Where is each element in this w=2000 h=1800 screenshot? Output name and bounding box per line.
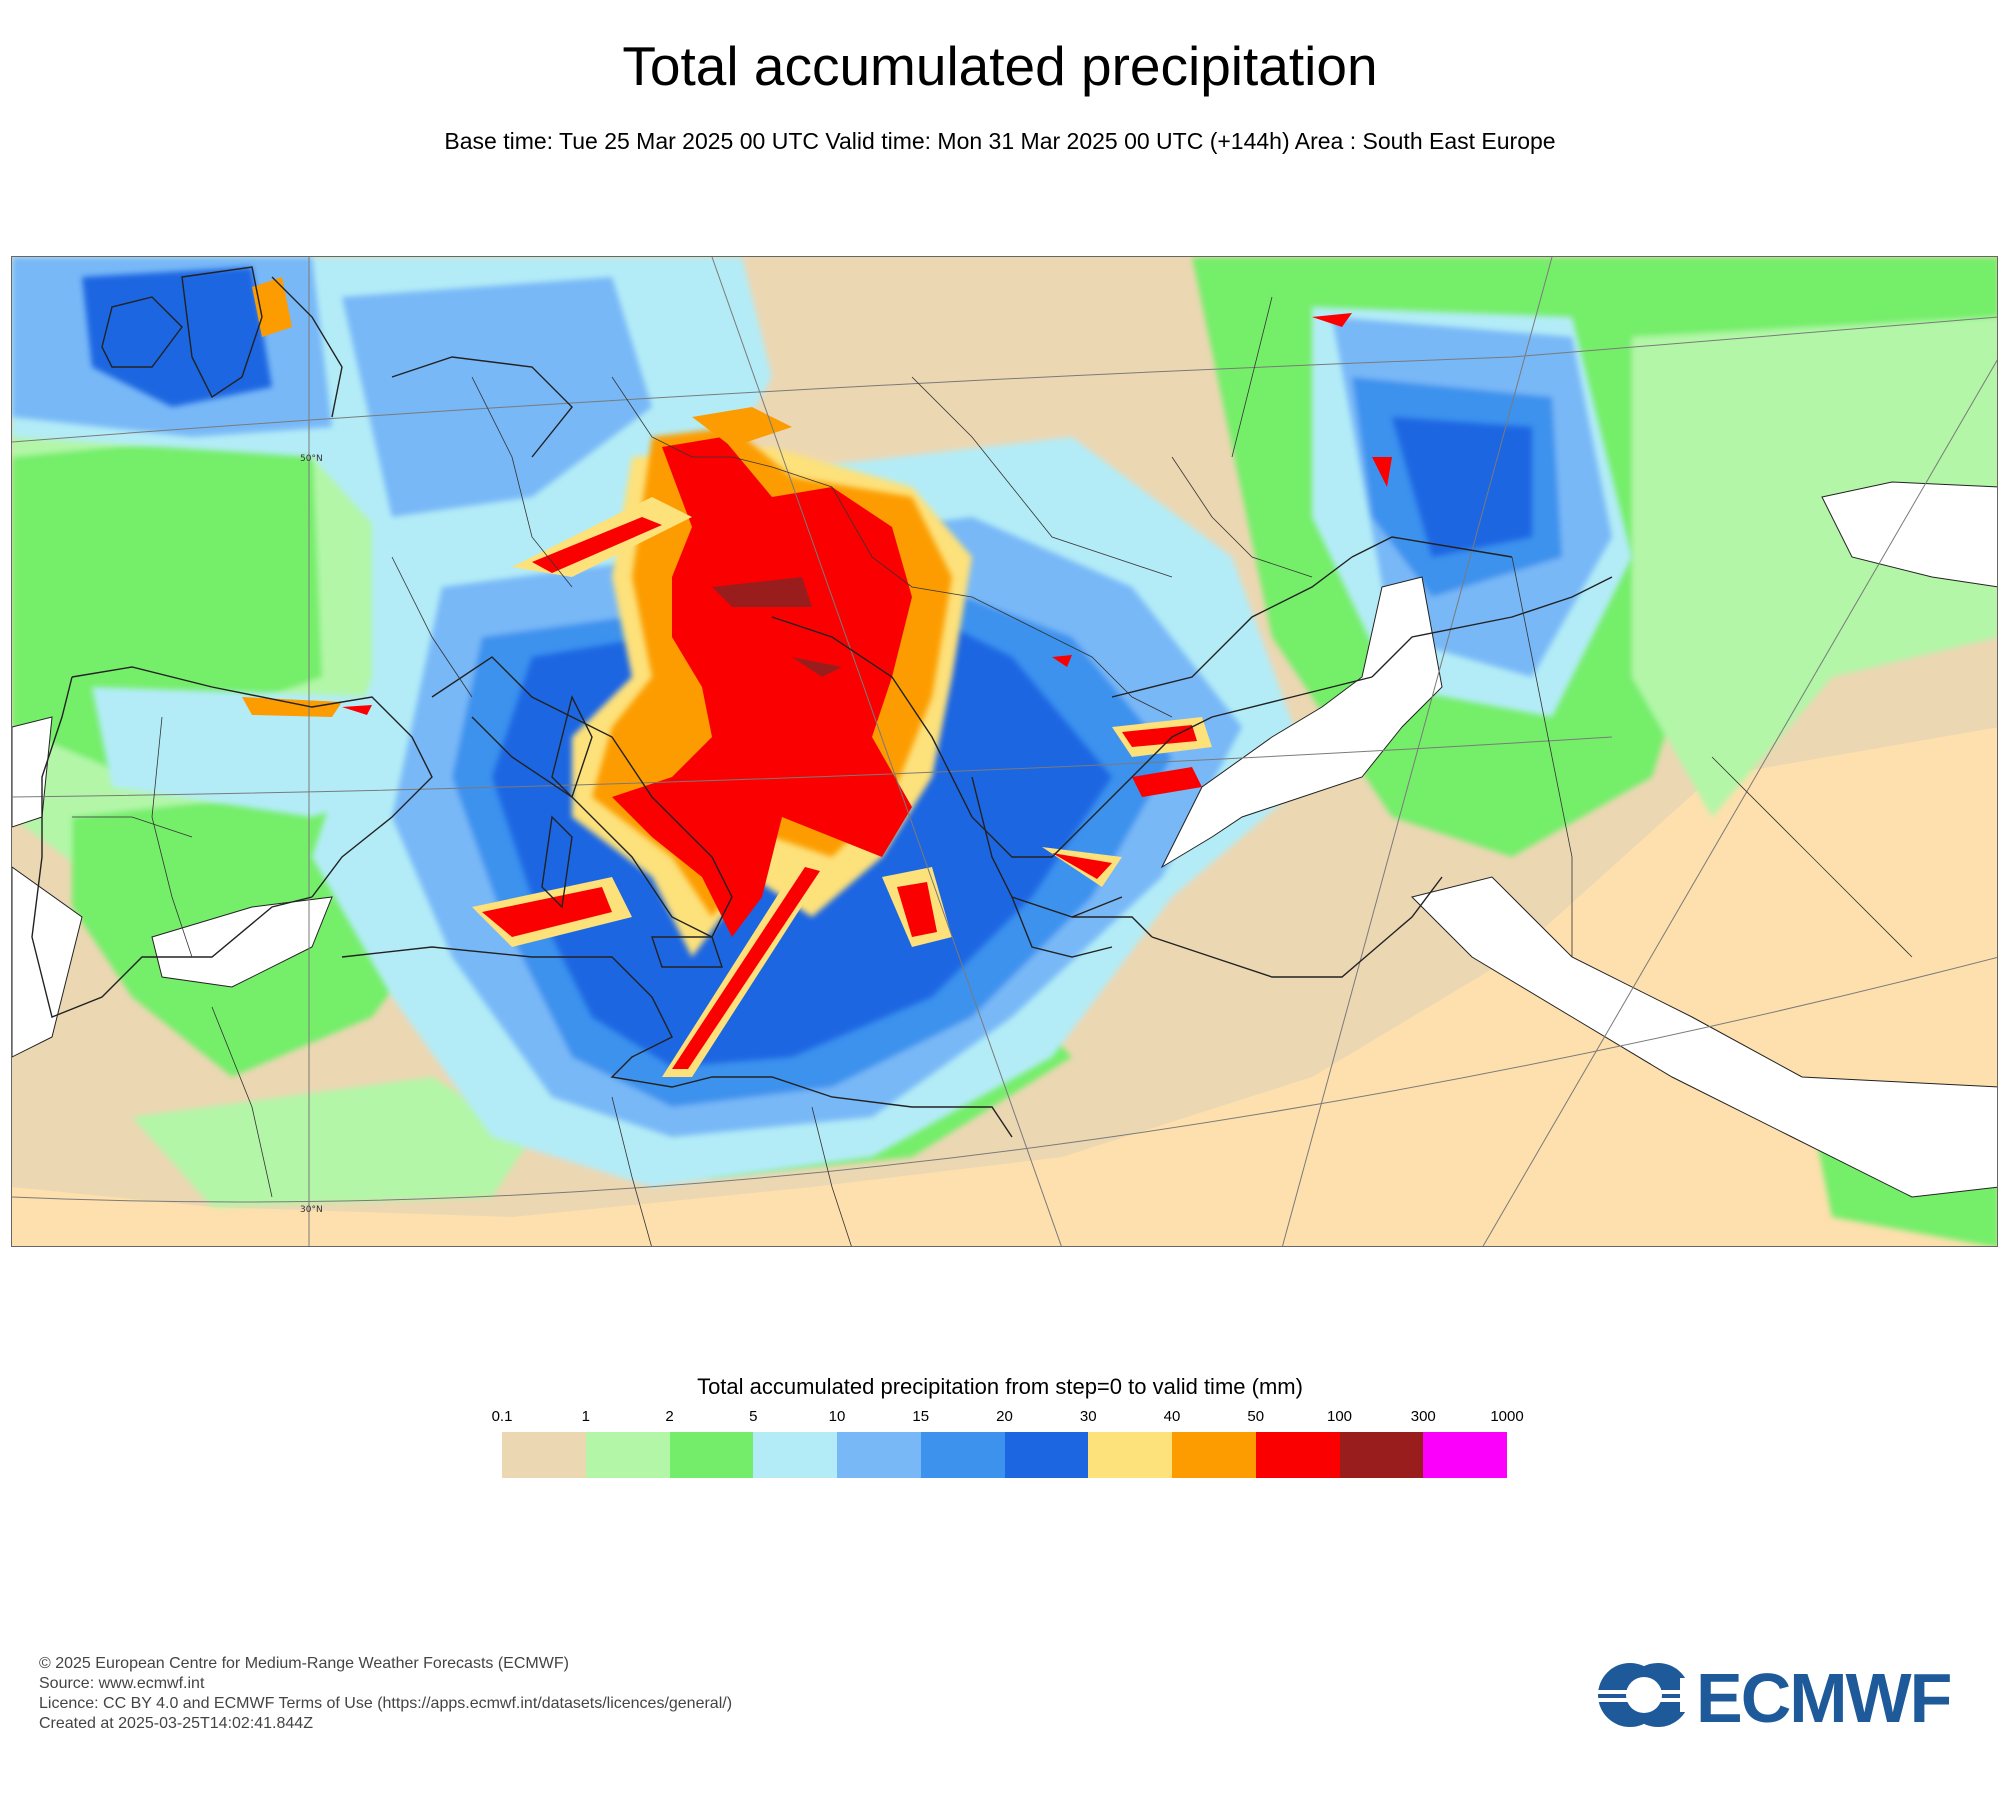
legend-swatch bbox=[585, 1432, 670, 1478]
precipitation-map: 50°N 30°N bbox=[11, 256, 1998, 1247]
lat-label-30n: 30°N bbox=[300, 1205, 323, 1215]
precip-heavy-core bbox=[242, 277, 1392, 1077]
legend-color-bar bbox=[502, 1432, 1507, 1478]
footer-source: Source: www.ecmwf.int bbox=[39, 1675, 205, 1692]
footer-copyright: © 2025 European Centre for Medium-Range … bbox=[39, 1655, 569, 1672]
lat-label-50n: 50°N bbox=[300, 454, 323, 464]
legend-swatch bbox=[837, 1432, 921, 1478]
legend-tick-label: 1000 bbox=[1490, 1408, 1524, 1425]
graticule bbox=[12, 257, 1997, 1246]
legend-swatch bbox=[1255, 1432, 1340, 1478]
legend-tick-label: 100 bbox=[1326, 1408, 1353, 1425]
chart-title: Total accumulated precipitation bbox=[622, 35, 1378, 97]
legend-tick-label: 50 bbox=[1247, 1408, 1265, 1425]
legend-swatch bbox=[920, 1432, 1005, 1478]
ecmwf-logo-text: ECMWF bbox=[1696, 1660, 1951, 1730]
legend-tick-label: 5 bbox=[749, 1408, 758, 1425]
ecmwf-logo-mark-icon bbox=[1596, 1663, 1700, 1727]
legend-swatch bbox=[1004, 1432, 1089, 1478]
legend-tick-label: 10 bbox=[828, 1408, 846, 1425]
country-borders bbox=[72, 296, 1913, 1246]
map-canvas: 50°N 30°N bbox=[12, 257, 1997, 1246]
legend-tick-label: 40 bbox=[1163, 1408, 1181, 1425]
legend-tick-label: 30 bbox=[1079, 1408, 1097, 1425]
legend-swatch bbox=[1172, 1432, 1256, 1478]
legend-swatch bbox=[502, 1432, 586, 1478]
legend-title: Total accumulated precipitation from ste… bbox=[697, 1374, 1303, 1399]
legend-swatch bbox=[669, 1432, 754, 1478]
legend-tick-label: 300 bbox=[1410, 1408, 1436, 1425]
legend-tick-label: 2 bbox=[665, 1408, 674, 1425]
legend-swatch bbox=[1339, 1432, 1424, 1478]
footer-licence: Licence: CC BY 4.0 and ECMWF Terms of Us… bbox=[39, 1695, 733, 1712]
legend-tick-label: 15 bbox=[912, 1408, 930, 1425]
legend-swatch bbox=[1088, 1432, 1172, 1478]
legend-tick-label: 1 bbox=[581, 1408, 590, 1425]
footer-created: Created at 2025-03-25T14:02:41.844Z bbox=[39, 1715, 313, 1732]
legend-tick-label: 0.1 bbox=[491, 1408, 513, 1425]
ecmwf-logo: ECMWF bbox=[1596, 1660, 1953, 1730]
coastlines bbox=[31, 266, 1613, 1138]
legend-swatch bbox=[1423, 1432, 1507, 1478]
sea-dry-areas bbox=[12, 481, 1997, 1198]
legend-tick-label: 20 bbox=[996, 1408, 1013, 1425]
legend-swatch bbox=[753, 1432, 837, 1478]
legend-ticks: 0.1 1 2 5 10 15 20 30 40 50 100 300 1000 bbox=[0, 1408, 2000, 1428]
chart-subtitle: Base time: Tue 25 Mar 2025 00 UTC Valid … bbox=[444, 128, 1556, 154]
footer-credits: © 2025 European Centre for Medium-Range … bbox=[39, 1654, 732, 1734]
